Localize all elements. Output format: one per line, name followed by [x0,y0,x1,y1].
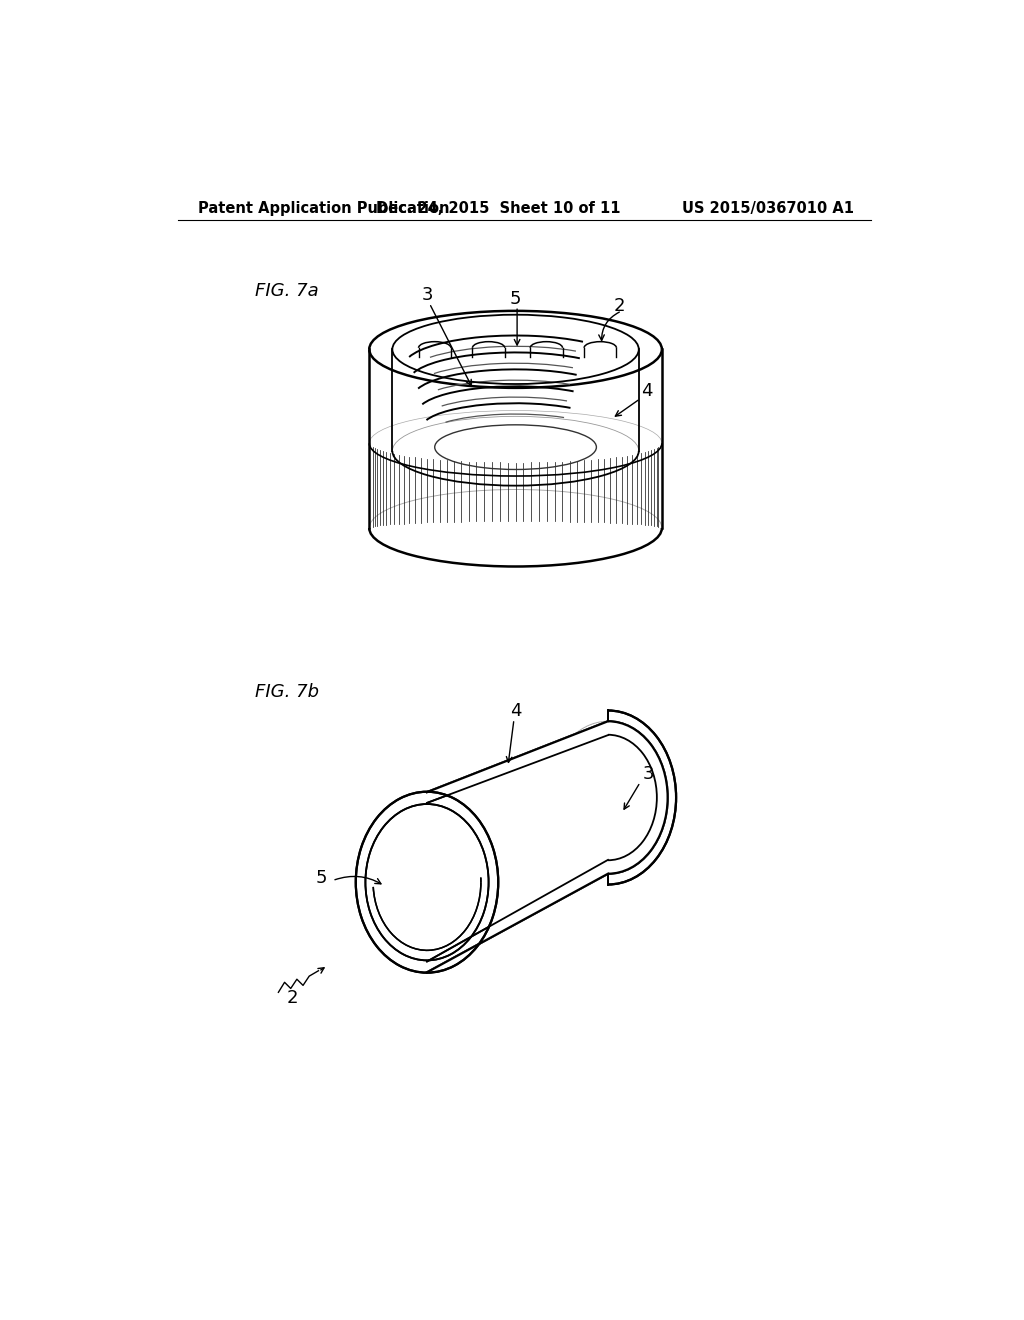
Text: FIG. 7a: FIG. 7a [255,282,318,300]
Text: 5: 5 [510,289,521,308]
Text: 4: 4 [641,381,652,400]
Text: 2: 2 [613,297,626,315]
Polygon shape [427,721,668,973]
Text: 3: 3 [642,766,653,783]
Text: 3: 3 [421,286,433,305]
Text: Dec. 24, 2015  Sheet 10 of 11: Dec. 24, 2015 Sheet 10 of 11 [377,201,621,216]
Text: 4: 4 [510,702,521,721]
Text: 2: 2 [287,989,298,1007]
Text: US 2015/0367010 A1: US 2015/0367010 A1 [682,201,854,216]
Text: FIG. 7b: FIG. 7b [255,682,319,701]
Text: 5: 5 [315,870,328,887]
Text: Patent Application Publication: Patent Application Publication [199,201,450,216]
